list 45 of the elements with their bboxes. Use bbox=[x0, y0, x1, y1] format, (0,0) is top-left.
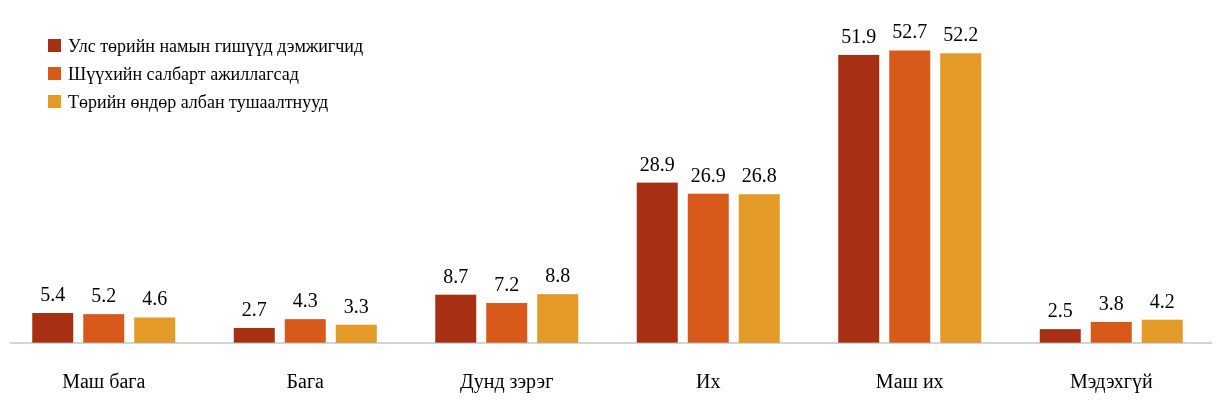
bar bbox=[1039, 329, 1081, 343]
data-label: 4.3 bbox=[292, 289, 318, 312]
data-label: 28.9 bbox=[639, 152, 675, 175]
bar bbox=[83, 314, 125, 343]
data-label: 2.7 bbox=[241, 298, 267, 321]
data-label: 4.6 bbox=[142, 287, 168, 310]
data-label: 7.2 bbox=[494, 273, 520, 296]
x-tick-label: Их bbox=[696, 370, 721, 392]
bar bbox=[435, 294, 477, 343]
bar bbox=[889, 50, 931, 343]
x-tick-label: Мэдэхгүй bbox=[1069, 370, 1153, 393]
data-label: 26.8 bbox=[741, 164, 777, 187]
x-tick-label: Бага bbox=[286, 370, 325, 392]
legend-label: Улс төрийн намын гишүүд дэмжигчид bbox=[68, 36, 364, 56]
bar bbox=[1090, 321, 1132, 343]
bar bbox=[486, 303, 528, 343]
data-label: 3.3 bbox=[343, 294, 369, 317]
bar bbox=[134, 317, 176, 343]
x-tick-label: Маш их bbox=[875, 370, 944, 392]
data-label: 51.9 bbox=[841, 24, 877, 47]
bar bbox=[838, 54, 880, 343]
bar bbox=[335, 324, 377, 343]
x-tick-label: Маш бага bbox=[62, 370, 146, 392]
bar bbox=[32, 313, 74, 343]
bar bbox=[940, 53, 982, 343]
x-tick-label: Дунд зэрэг bbox=[460, 370, 554, 393]
data-label: 5.2 bbox=[91, 284, 117, 307]
legend-label: Шүүхийн салбарт ажиллагсад bbox=[68, 64, 299, 84]
data-label: 52.2 bbox=[943, 23, 979, 46]
data-label: 26.9 bbox=[690, 163, 726, 186]
data-label: 8.7 bbox=[443, 264, 469, 287]
data-label: 2.5 bbox=[1047, 299, 1073, 322]
bar bbox=[537, 294, 579, 343]
bar bbox=[687, 193, 729, 343]
bar bbox=[1141, 319, 1183, 343]
data-label: 5.4 bbox=[40, 283, 66, 306]
data-label: 4.2 bbox=[1149, 289, 1175, 312]
bar bbox=[284, 319, 326, 343]
data-label: 52.7 bbox=[892, 20, 928, 43]
bar bbox=[636, 182, 678, 343]
bar bbox=[233, 328, 275, 343]
bar bbox=[738, 194, 780, 343]
data-label: 8.8 bbox=[545, 264, 571, 287]
legend-label: Төрийн өндөр албан тушаалтнууд bbox=[68, 92, 329, 112]
data-label: 3.8 bbox=[1098, 291, 1124, 314]
